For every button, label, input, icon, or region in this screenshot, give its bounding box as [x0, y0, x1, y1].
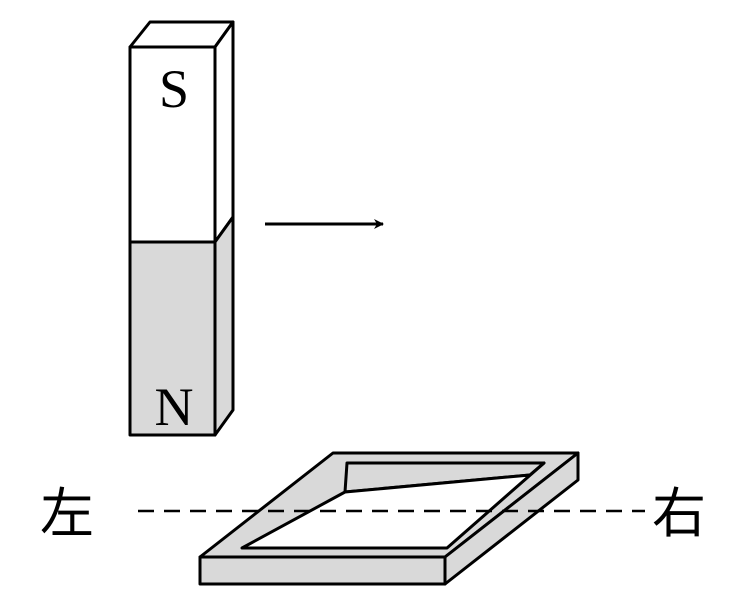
conducting-loop — [198, 451, 580, 586]
north-pole-label: N — [155, 377, 194, 437]
bar-magnet — [128, 20, 235, 437]
loop-inner-opening — [240, 461, 546, 550]
south-pole-label: S — [159, 59, 189, 119]
magnet-side-face-lower — [213, 215, 235, 437]
magnet-north-half — [128, 240, 217, 437]
loop-front-side — [198, 555, 447, 586]
magnet-south-half — [128, 45, 217, 244]
left-label: 左 — [40, 482, 94, 545]
right-label: 右 — [652, 482, 706, 545]
magnet-side-face-upper — [213, 20, 235, 244]
